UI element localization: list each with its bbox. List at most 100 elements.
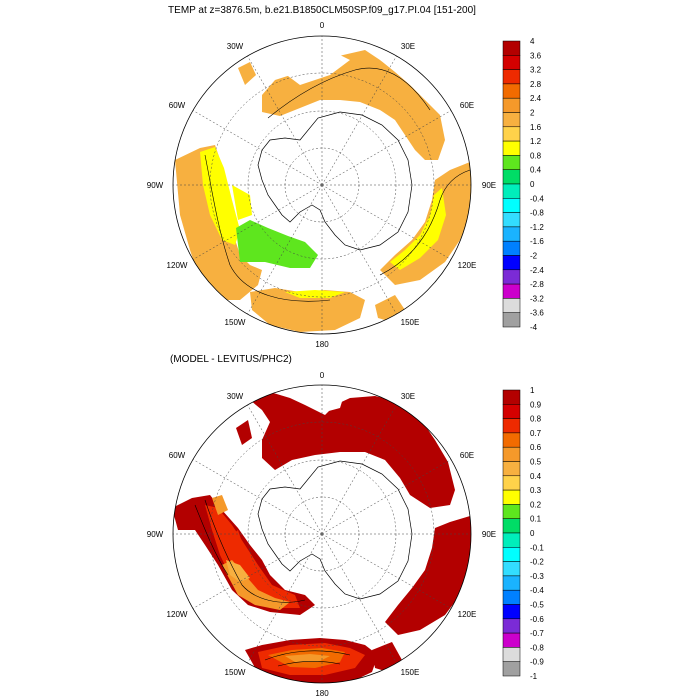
lon-label: 90W bbox=[147, 530, 164, 539]
colorbar-swatch bbox=[502, 389, 521, 405]
colorbar-swatch bbox=[502, 475, 521, 491]
panel-1-lon-labels: 0 30E 60E 90E 120E 150E 180 150W 120W 90… bbox=[147, 21, 496, 349]
region-atlantic-gap bbox=[280, 50, 350, 85]
colorbar-label: 2 bbox=[530, 109, 535, 118]
panel-1-colorbar: 4 3.6 3.2 2.8 2.4 2 1.6 1.2 0.8 0.4 0 -0.4 -0.8 -1.2 -… bbox=[502, 37, 544, 332]
colorbar-label: -2.8 bbox=[530, 280, 544, 289]
colorbar-label: -2 bbox=[530, 252, 538, 261]
lon-label: 120W bbox=[167, 261, 188, 270]
contour-3 bbox=[264, 650, 351, 661]
contour-4 bbox=[277, 660, 341, 667]
region-east bbox=[385, 516, 471, 635]
lon-label: 30W bbox=[227, 392, 244, 401]
lon-label: 0 bbox=[320, 21, 325, 30]
colorbar-label: 0.9 bbox=[530, 400, 542, 409]
colorbar-label: -0.1 bbox=[530, 543, 544, 552]
region-west-orange-b bbox=[212, 495, 228, 515]
colorbar-swatch bbox=[502, 532, 521, 548]
colorbar-label: 1.2 bbox=[530, 137, 542, 146]
lon-label: 150W bbox=[225, 668, 246, 677]
lon-label: 180 bbox=[315, 340, 329, 349]
colorbar-label: 0.4 bbox=[530, 166, 542, 175]
lon-label: 60W bbox=[169, 101, 186, 110]
colorbar-label: -3.2 bbox=[530, 294, 544, 303]
region-east-yellow bbox=[390, 188, 446, 270]
colorbar-swatch bbox=[502, 518, 521, 534]
colorbar-swatch bbox=[502, 269, 521, 285]
colorbar-swatch bbox=[502, 489, 521, 505]
colorbar-swatch bbox=[502, 283, 521, 299]
lon-label: 90E bbox=[482, 530, 496, 539]
antarctica-coast bbox=[257, 460, 413, 600]
region-pacific-yellow bbox=[285, 290, 345, 298]
colorbar-label: -1 bbox=[530, 672, 538, 681]
colorbar-label: 4 bbox=[530, 37, 535, 46]
colorbar-swatch bbox=[502, 169, 521, 185]
colorbar-label: 0 bbox=[530, 529, 535, 538]
lon-label: 60W bbox=[169, 451, 186, 460]
colorbar-label: -4 bbox=[530, 323, 538, 332]
colorbar-swatch bbox=[502, 404, 521, 419]
colorbar-label: 0.8 bbox=[530, 415, 542, 424]
colorbar-label: 0.6 bbox=[530, 443, 542, 452]
colorbar-swatch bbox=[502, 126, 521, 142]
contour-2 bbox=[204, 154, 331, 302]
panel-1-map-border bbox=[172, 35, 472, 335]
lon-label: 180 bbox=[315, 689, 329, 698]
colorbar-label: -0.4 bbox=[530, 586, 544, 595]
colorbar-swatch bbox=[502, 547, 521, 562]
lon-label: 30W bbox=[227, 42, 244, 51]
colorbar-swatch bbox=[502, 661, 521, 677]
lon-label: 150E bbox=[401, 318, 420, 327]
colorbar-label: 0.2 bbox=[530, 500, 542, 509]
colorbar-swatch bbox=[502, 155, 521, 170]
lon-label: 0 bbox=[320, 371, 325, 380]
lon-label: 60E bbox=[460, 451, 474, 460]
colorbar-swatch bbox=[502, 589, 521, 605]
region-left-small bbox=[238, 62, 256, 85]
lon-label: 30E bbox=[401, 42, 415, 51]
contour-1 bbox=[194, 504, 229, 576]
colorbar-swatch bbox=[502, 461, 521, 477]
region-west-yellow-b bbox=[232, 185, 252, 220]
colorbar-swatch bbox=[502, 69, 521, 85]
colorbar-label: 2.8 bbox=[530, 80, 542, 89]
panel-1-map bbox=[173, 36, 471, 334]
panel-2-colorbar: 1 0.9 0.8 0.7 0.6 0.5 0.4 0.3 0.2 0.1 0 -0.1 -0.2 -0.… bbox=[502, 386, 544, 681]
colorbar-label: -0.8 bbox=[530, 209, 544, 218]
colorbar-label: -0.3 bbox=[530, 572, 544, 581]
colorbar-label: 0.3 bbox=[530, 486, 542, 495]
colorbar-label: -0.2 bbox=[530, 558, 544, 567]
colorbar-swatch bbox=[502, 298, 521, 313]
panel-2-lon-labels: 0 30E 60E 90E 120E 150E 180 150W 120W 90… bbox=[147, 371, 496, 698]
region-north-gap bbox=[320, 392, 345, 412]
lon-label: 30E bbox=[401, 392, 415, 401]
colorbar-label: 3.2 bbox=[530, 66, 542, 75]
colorbar-label: 2.4 bbox=[530, 94, 542, 103]
colorbar-label: 1.6 bbox=[530, 123, 542, 132]
colorbar-swatch bbox=[502, 418, 521, 434]
panel-2-title: (MODEL - LEVITUS/PHC2) bbox=[170, 354, 292, 365]
colorbar-label: -0.5 bbox=[530, 601, 544, 610]
colorbar-swatch bbox=[502, 312, 521, 328]
colorbar-swatch bbox=[502, 504, 521, 519]
colorbar-swatch bbox=[502, 561, 521, 577]
region-west-red-b bbox=[228, 530, 244, 552]
colorbar-label: -1.2 bbox=[530, 223, 544, 232]
region-north bbox=[250, 392, 455, 508]
colorbar-swatch bbox=[502, 604, 521, 620]
colorbar-label: -0.4 bbox=[530, 194, 544, 203]
region-30w-small bbox=[236, 420, 252, 445]
colorbar-label: 0.1 bbox=[530, 515, 542, 524]
lon-label: 150W bbox=[225, 318, 246, 327]
lon-label: 120E bbox=[458, 610, 477, 619]
colorbar-label: 0.7 bbox=[530, 429, 542, 438]
panel-1-title: TEMP at z=3876.5m, b.e21.B1850CLM50SP.f0… bbox=[168, 5, 476, 16]
colorbar-label: -0.9 bbox=[530, 658, 544, 667]
colorbar-label: 1 bbox=[530, 386, 535, 395]
colorbar-label: -0.8 bbox=[530, 643, 544, 652]
lon-label: 120W bbox=[167, 610, 188, 619]
colorbar-swatch bbox=[502, 212, 521, 228]
colorbar-swatch bbox=[502, 446, 521, 462]
